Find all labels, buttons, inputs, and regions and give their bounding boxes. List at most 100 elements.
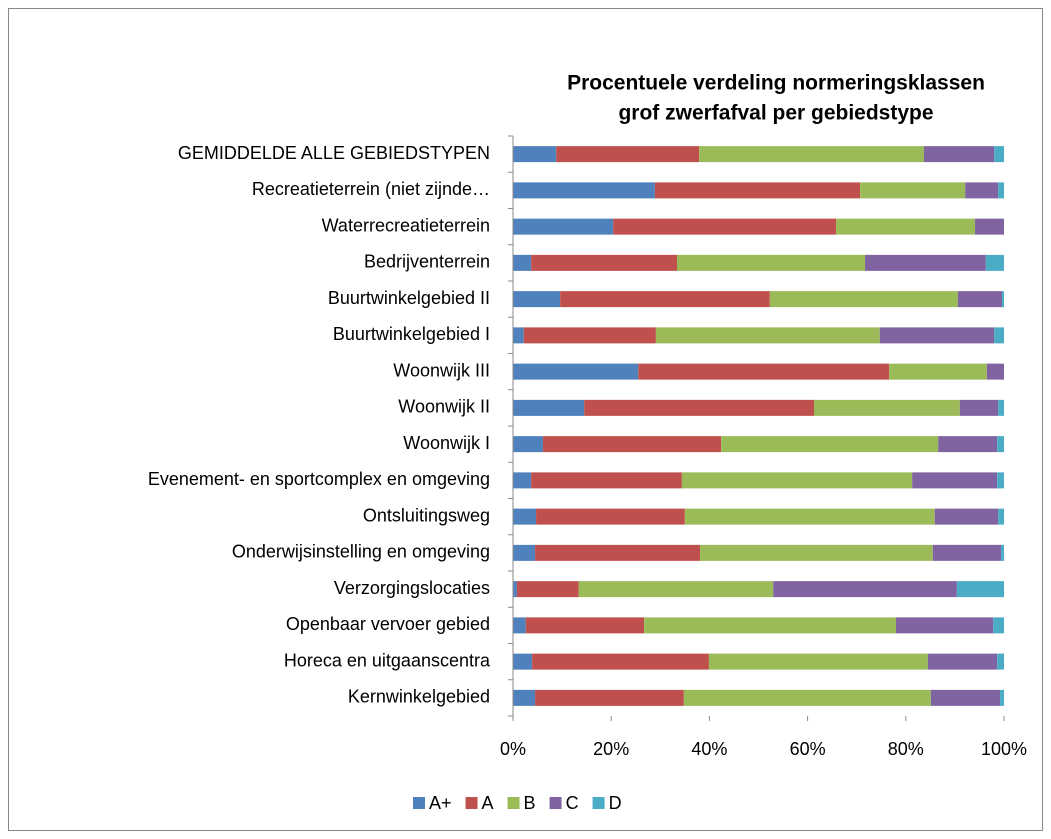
category-label: Buurtwinkelgebied I — [333, 324, 490, 344]
legend-label: B — [524, 793, 536, 813]
bar-segment — [700, 544, 933, 561]
bar-segment — [683, 689, 931, 706]
x-tick-label: 20% — [593, 739, 629, 759]
bar-segment — [513, 617, 526, 634]
bar-segment — [516, 581, 579, 598]
bar-segment — [813, 399, 960, 416]
bar-segment — [531, 254, 677, 271]
category-label: Woonwijk I — [403, 433, 490, 453]
category-label: Woonwijk III — [393, 360, 490, 380]
x-tick-label: 0% — [500, 739, 526, 759]
bar-segment — [513, 218, 614, 235]
bar-segment — [959, 399, 999, 416]
bar-segment — [930, 689, 1001, 706]
bar-segment — [1002, 291, 1004, 308]
bar-segment — [513, 689, 536, 706]
bar-segment — [923, 146, 995, 163]
bar-segment — [513, 146, 557, 163]
bar-segment — [613, 218, 837, 235]
bar-segment — [986, 363, 1004, 380]
bar-segment — [535, 544, 701, 561]
bar-segment — [513, 544, 536, 561]
legend-swatch — [549, 797, 562, 809]
legend-label: A+ — [429, 793, 452, 813]
category-label: Verzorgingslocaties — [334, 578, 490, 598]
bar-segment — [1001, 544, 1004, 561]
bar-segment — [513, 363, 639, 380]
bar-segment — [865, 254, 986, 271]
bar-segment — [773, 581, 957, 598]
bar-segment — [932, 544, 1002, 561]
bar-segment — [513, 291, 561, 308]
x-tick-label: 60% — [790, 739, 826, 759]
bar-segment — [889, 363, 987, 380]
bar-segment — [681, 472, 913, 489]
chart-title: Procentuele verdeling normeringsklassen — [567, 72, 985, 95]
bar-segment — [513, 254, 532, 271]
bar-segment — [957, 291, 1003, 308]
bar-segment — [721, 436, 939, 453]
bar-segment — [998, 399, 1004, 416]
bar-segment — [560, 291, 770, 308]
category-label: Buurtwinkelgebied II — [328, 288, 490, 308]
x-tick-label: 40% — [691, 739, 727, 759]
chart-border — [8, 8, 1043, 831]
bar-segment — [985, 254, 1004, 271]
bar-segment — [513, 182, 655, 199]
bar-segment — [965, 182, 999, 199]
bar-segment — [513, 472, 532, 489]
bar-segment — [654, 182, 861, 199]
bar-segment — [708, 653, 928, 670]
bar-segment — [994, 146, 1004, 163]
legend-label: D — [609, 793, 622, 813]
bar-segment — [927, 653, 998, 670]
bar-segment — [975, 218, 1004, 235]
bar-segment — [997, 436, 1004, 453]
legend-swatch — [413, 797, 425, 809]
category-label: Onderwijsinstelling en omgeving — [232, 542, 490, 562]
bar-segment — [956, 581, 1004, 598]
bar-segment — [836, 218, 976, 235]
bar-segment — [994, 327, 1004, 344]
bar-segment — [535, 689, 684, 706]
category-label: Bedrijventerrein — [364, 252, 490, 272]
bar-segment — [531, 472, 682, 489]
bar-segment — [638, 363, 890, 380]
bar-segment — [513, 581, 517, 598]
legend-label: A — [482, 793, 494, 813]
bar-segment — [997, 472, 1004, 489]
bar-segment — [998, 508, 1004, 525]
bar-segment — [860, 182, 966, 199]
bar-segment — [584, 399, 814, 416]
bar-segment — [513, 653, 533, 670]
bar-segment — [676, 254, 866, 271]
legend-swatch — [592, 797, 605, 809]
category-label: Horeca en uitgaanscentra — [284, 650, 491, 670]
bar-segment — [513, 399, 585, 416]
bar-segment — [934, 508, 999, 525]
bar-segment — [655, 327, 880, 344]
bar-segment — [525, 617, 645, 634]
category-label: Waterrecreatieterrein — [322, 215, 490, 235]
bar-segment — [513, 508, 537, 525]
category-label: Ontsluitingsweg — [363, 505, 490, 525]
category-label: Kernwinkelgebied — [348, 687, 490, 707]
bar-segment — [513, 327, 524, 344]
bar-segment — [513, 436, 543, 453]
category-label: GEMIDDELDE ALLE GEBIEDSTYPEN — [178, 143, 490, 163]
category-label: Woonwijk II — [398, 397, 490, 417]
bar-segment — [912, 472, 998, 489]
bar-segment — [1000, 689, 1004, 706]
bar-segment — [895, 617, 994, 634]
legend-label: C — [566, 793, 579, 813]
bar-segment — [644, 617, 896, 634]
category-label: Openbaar vervoer gebied — [286, 614, 490, 634]
legend-swatch — [507, 797, 520, 809]
bar-segment — [879, 327, 995, 344]
bar-segment — [699, 146, 924, 163]
bar-segment — [997, 653, 1004, 670]
bar-segment — [578, 581, 774, 598]
category-label: Evenement- en sportcomplex en omgeving — [148, 469, 490, 489]
chart-title: grof zwerfafval per gebiedstype — [618, 102, 933, 125]
